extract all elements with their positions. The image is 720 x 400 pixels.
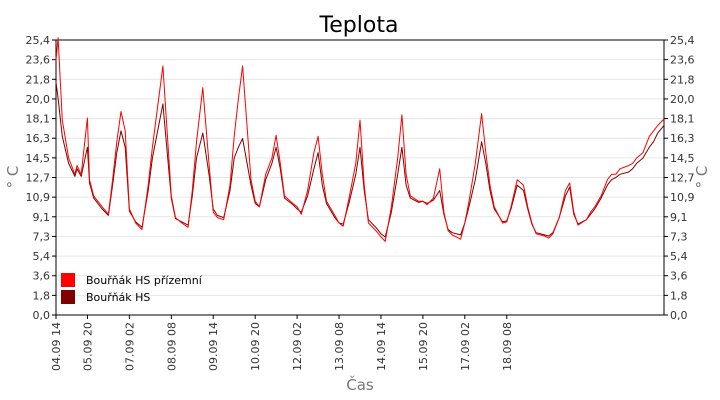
y-tick-label-left: 16,3 (26, 132, 51, 145)
legend-label: Bouřňák HS (86, 291, 150, 304)
y-tick-label-right: 21,8 (670, 73, 695, 86)
y-tick-label-right: 18,1 (670, 113, 695, 126)
y-axis-title-right: ° C (693, 166, 711, 189)
y-tick-label-right: 5,4 (670, 250, 688, 263)
x-tick-label: 13.09 08 (333, 322, 346, 371)
y-tick-label-right: 23,6 (670, 54, 695, 67)
series-line-1 (55, 82, 665, 238)
legend: Bouřňák HS přízemní Bouřňák HS (61, 273, 203, 304)
y-tick-label-right: 12,7 (670, 172, 695, 185)
y-tick-label-left: 21,8 (26, 73, 51, 86)
y-axis-right: 0,0 1,8 3,6 5,4 7,3 9,1 10,9 12,7 14,5 16,3 18,1 20… (664, 34, 695, 322)
y-tick-label-right: 20,0 (670, 93, 695, 106)
y-tick-label-right: 9,1 (670, 211, 688, 224)
y-tick-label-left: 14,5 (26, 152, 51, 165)
y-axis-left: 0,0 1,8 3,6 5,4 7,3 9,1 10,9 12,7 14,5 16,3 18,1 20… (26, 34, 56, 322)
y-tick-label-right: 10,9 (670, 191, 695, 204)
grid-lines (56, 59, 664, 296)
x-tick-label: 07.09 02 (123, 322, 136, 371)
x-tick-label: 08.09 08 (165, 322, 178, 371)
series-layer (55, 37, 665, 242)
y-tick-label-right: 16,3 (670, 132, 695, 145)
y-tick-label-left: 12,7 (26, 172, 51, 185)
y-axis-title-left: ° C (4, 166, 22, 189)
y-tick-label-left: 7,3 (33, 230, 51, 243)
x-axis: 04.09 14 05.09 20 07.09 02 08.09 08 09.09 14… (50, 315, 514, 371)
y-tick-label-left: 0,0 (33, 309, 51, 322)
y-tick-label-right: 3,6 (670, 270, 688, 283)
x-tick-label: 17.09 02 (459, 322, 472, 371)
y-tick-label-right: 0,0 (670, 309, 688, 322)
y-tick-label-left: 1,8 (33, 289, 51, 302)
x-tick-label: 10.09 20 (249, 322, 262, 371)
legend-swatch (61, 290, 75, 304)
x-tick-label: 12.09 02 (291, 322, 304, 371)
y-tick-label-right: 7,3 (670, 230, 688, 243)
legend-label: Bouřňák HS přízemní (86, 274, 203, 287)
y-tick-label-left: 10,9 (26, 191, 51, 204)
x-tick-label: 05.09 20 (81, 322, 94, 371)
y-tick-label-right: 1,8 (670, 289, 688, 302)
x-tick-label: 18.09 08 (501, 322, 514, 371)
y-tick-label-right: 25,4 (670, 34, 695, 47)
y-tick-label-right: 14,5 (670, 152, 695, 165)
chart-title: Teplota (319, 13, 399, 38)
x-tick-label: 15.09 20 (417, 322, 430, 371)
legend-swatch (61, 273, 75, 287)
y-tick-label-left: 5,4 (33, 250, 51, 263)
x-tick-label: 04.09 14 (50, 322, 63, 371)
y-tick-label-left: 20,0 (26, 93, 51, 106)
x-tick-label: 14.09 14 (375, 322, 388, 371)
y-tick-label-left: 9,1 (33, 211, 51, 224)
series-line-0 (55, 37, 665, 242)
y-tick-label-left: 18,1 (26, 113, 51, 126)
x-axis-title: Čas (346, 375, 374, 394)
y-tick-label-left: 3,6 (33, 270, 51, 283)
x-tick-label: 09.09 14 (207, 322, 220, 371)
y-tick-label-left: 25,4 (26, 34, 51, 47)
y-tick-label-left: 23,6 (26, 54, 51, 67)
